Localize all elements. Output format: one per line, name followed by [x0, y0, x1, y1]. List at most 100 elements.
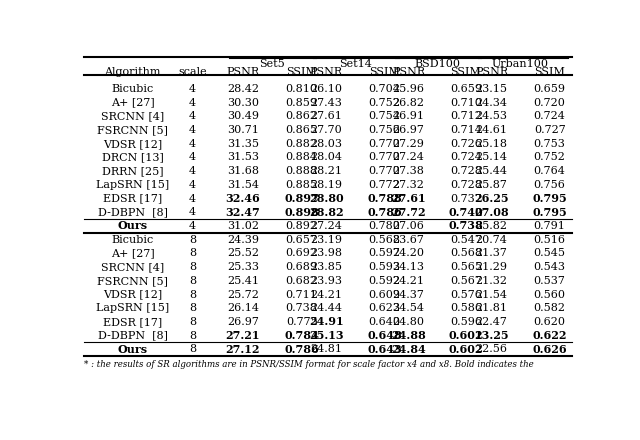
Text: 0.640: 0.640 [369, 317, 401, 327]
Text: SRCNN [4]: SRCNN [4] [101, 111, 164, 121]
Text: 25.33: 25.33 [227, 262, 259, 272]
Text: 25.13: 25.13 [309, 330, 344, 341]
Text: 30.30: 30.30 [227, 98, 259, 108]
Text: 0.516: 0.516 [534, 235, 566, 245]
Text: 25.72: 25.72 [227, 290, 259, 300]
Text: 23.15: 23.15 [476, 84, 508, 94]
Text: 0.626: 0.626 [532, 344, 567, 355]
Text: 0.898: 0.898 [284, 207, 319, 218]
Text: 24.39: 24.39 [227, 235, 259, 245]
Text: 0.882: 0.882 [285, 139, 317, 149]
Text: BSD100: BSD100 [414, 59, 460, 69]
Text: SSIM: SSIM [369, 67, 400, 77]
Text: 0.586: 0.586 [450, 303, 482, 313]
Text: 8: 8 [189, 276, 196, 286]
Text: 0.609: 0.609 [369, 290, 401, 300]
Text: 27.32: 27.32 [393, 180, 424, 190]
Text: 0.884: 0.884 [285, 152, 317, 162]
Text: 0.756: 0.756 [369, 125, 401, 135]
Text: 24.21: 24.21 [310, 290, 342, 300]
Text: 0.567: 0.567 [450, 276, 482, 286]
Text: 28.42: 28.42 [227, 84, 259, 94]
Text: 0.791: 0.791 [534, 221, 566, 231]
Text: 25.18: 25.18 [476, 139, 508, 149]
Text: A+ [27]: A+ [27] [111, 249, 155, 258]
Text: 8: 8 [189, 330, 196, 341]
Text: 8: 8 [189, 262, 196, 272]
Text: 0.772: 0.772 [369, 180, 401, 190]
Text: 24.84: 24.84 [391, 344, 426, 355]
Text: 25.44: 25.44 [476, 166, 508, 176]
Text: 0.780: 0.780 [369, 221, 401, 231]
Text: 0.726: 0.726 [450, 139, 482, 149]
Text: 27.24: 27.24 [393, 152, 424, 162]
Text: 27.24: 27.24 [310, 221, 342, 231]
Text: SSIM: SSIM [451, 67, 481, 77]
Text: 31.53: 31.53 [227, 152, 259, 162]
Text: 0.710: 0.710 [450, 98, 482, 108]
Text: 4: 4 [189, 125, 196, 135]
Text: 0.620: 0.620 [534, 317, 566, 327]
Text: 0.543: 0.543 [534, 262, 566, 272]
Text: 0.545: 0.545 [534, 249, 566, 258]
Text: 27.70: 27.70 [310, 125, 342, 135]
Text: 21.29: 21.29 [476, 262, 508, 272]
Text: 0.537: 0.537 [534, 276, 566, 286]
Text: DRRN [25]: DRRN [25] [102, 166, 163, 176]
Text: EDSR [17]: EDSR [17] [103, 194, 163, 204]
Text: 26.10: 26.10 [310, 84, 342, 94]
Text: 23.25: 23.25 [474, 330, 509, 341]
Text: 0.643: 0.643 [367, 344, 402, 355]
Text: 24.53: 24.53 [476, 111, 508, 121]
Text: 0.810: 0.810 [285, 84, 317, 94]
Text: 0.795: 0.795 [532, 193, 567, 204]
Text: 25.14: 25.14 [476, 152, 508, 162]
Text: 27.61: 27.61 [310, 111, 342, 121]
Text: 0.593: 0.593 [369, 262, 401, 272]
Text: 30.71: 30.71 [227, 125, 259, 135]
Text: 0.862: 0.862 [285, 111, 317, 121]
Text: 4: 4 [189, 194, 196, 204]
Text: 24.20: 24.20 [392, 249, 424, 258]
Text: 24.37: 24.37 [393, 290, 424, 300]
Text: 0.738: 0.738 [449, 220, 483, 231]
Text: 20.74: 20.74 [476, 235, 508, 245]
Text: 8: 8 [189, 249, 196, 258]
Text: 23.85: 23.85 [310, 262, 342, 272]
Text: 28.80: 28.80 [309, 193, 344, 204]
Text: 4: 4 [189, 139, 196, 149]
Text: 26.14: 26.14 [227, 303, 259, 313]
Text: 22.47: 22.47 [476, 317, 508, 327]
Text: 32.46: 32.46 [225, 193, 260, 204]
Text: 32.47: 32.47 [225, 207, 260, 218]
Text: 4: 4 [189, 98, 196, 108]
Text: 0.712: 0.712 [450, 111, 482, 121]
Text: 4: 4 [189, 207, 196, 217]
Text: 0.770: 0.770 [369, 152, 401, 162]
Text: 0.865: 0.865 [285, 125, 317, 135]
Text: 27.72: 27.72 [391, 207, 426, 218]
Text: 0.892: 0.892 [285, 221, 317, 231]
Text: 31.02: 31.02 [227, 221, 259, 231]
Text: 24.61: 24.61 [476, 125, 508, 135]
Text: Ours: Ours [118, 220, 148, 231]
Text: 0.582: 0.582 [534, 303, 566, 313]
Text: 26.97: 26.97 [227, 317, 259, 327]
Text: 21.37: 21.37 [476, 249, 508, 258]
Text: 0.689: 0.689 [285, 262, 317, 272]
Text: 25.96: 25.96 [392, 84, 424, 94]
Text: 0.728: 0.728 [450, 166, 482, 176]
Text: Set14: Set14 [339, 59, 372, 69]
Text: 31.35: 31.35 [227, 139, 259, 149]
Text: 26.97: 26.97 [393, 125, 424, 135]
Text: 25.82: 25.82 [476, 221, 508, 231]
Text: 0.692: 0.692 [285, 249, 317, 258]
Text: VDSR [12]: VDSR [12] [103, 290, 163, 300]
Text: 0.770: 0.770 [369, 139, 401, 149]
Text: 0.576: 0.576 [450, 290, 482, 300]
Text: 0.601: 0.601 [449, 330, 483, 341]
Text: 24.54: 24.54 [392, 303, 424, 313]
Text: PSNR: PSNR [475, 67, 508, 77]
Text: 0.752: 0.752 [534, 152, 566, 162]
Text: 25.87: 25.87 [476, 180, 508, 190]
